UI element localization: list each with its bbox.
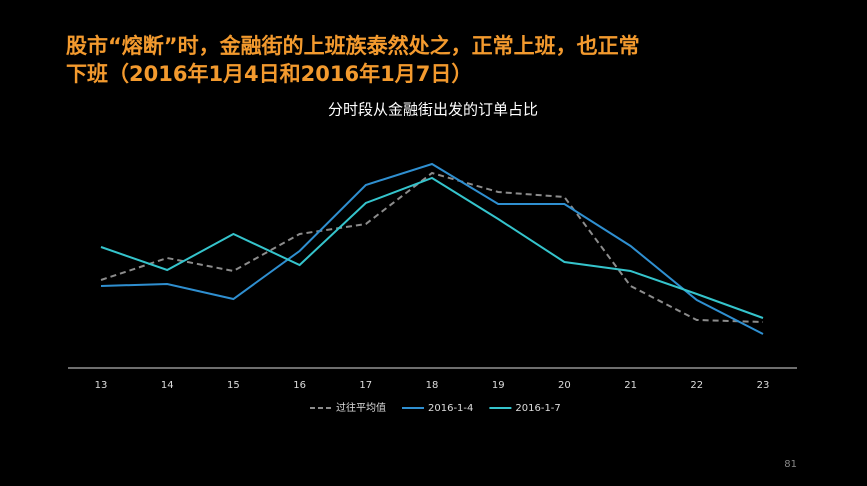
x-tick-label: 13 [95, 380, 108, 391]
series-line [100, 171, 764, 323]
chart-title: 分时段从金融街出发的订单占比 [328, 101, 538, 119]
x-tick-label: 22 [690, 380, 703, 391]
page-number: 81 [784, 459, 797, 470]
x-tick-label: 15 [227, 380, 240, 391]
series-line [100, 162, 764, 335]
legend-label: 2016-1-4 [428, 403, 473, 414]
x-tick-label: 20 [558, 380, 571, 391]
x-tick-label: 21 [624, 380, 637, 391]
series-line [100, 176, 764, 319]
x-tick-label: 16 [293, 380, 306, 391]
x-tick-label: 18 [426, 380, 439, 391]
legend-label: 过往平均值 [336, 401, 386, 414]
x-tick-label: 23 [757, 380, 770, 391]
x-tick-label: 19 [492, 380, 505, 391]
x-tick-label: 17 [359, 380, 372, 391]
legend-label: 2016-1-7 [515, 403, 560, 414]
slide-title: 股市“熔断”时，金融街的上班族泰然处之，正常上班，也正常 [66, 34, 640, 58]
x-tick-label: 14 [161, 380, 174, 391]
slide-title: 下班（2016年1月4日和2016年1月7日） [66, 62, 472, 86]
